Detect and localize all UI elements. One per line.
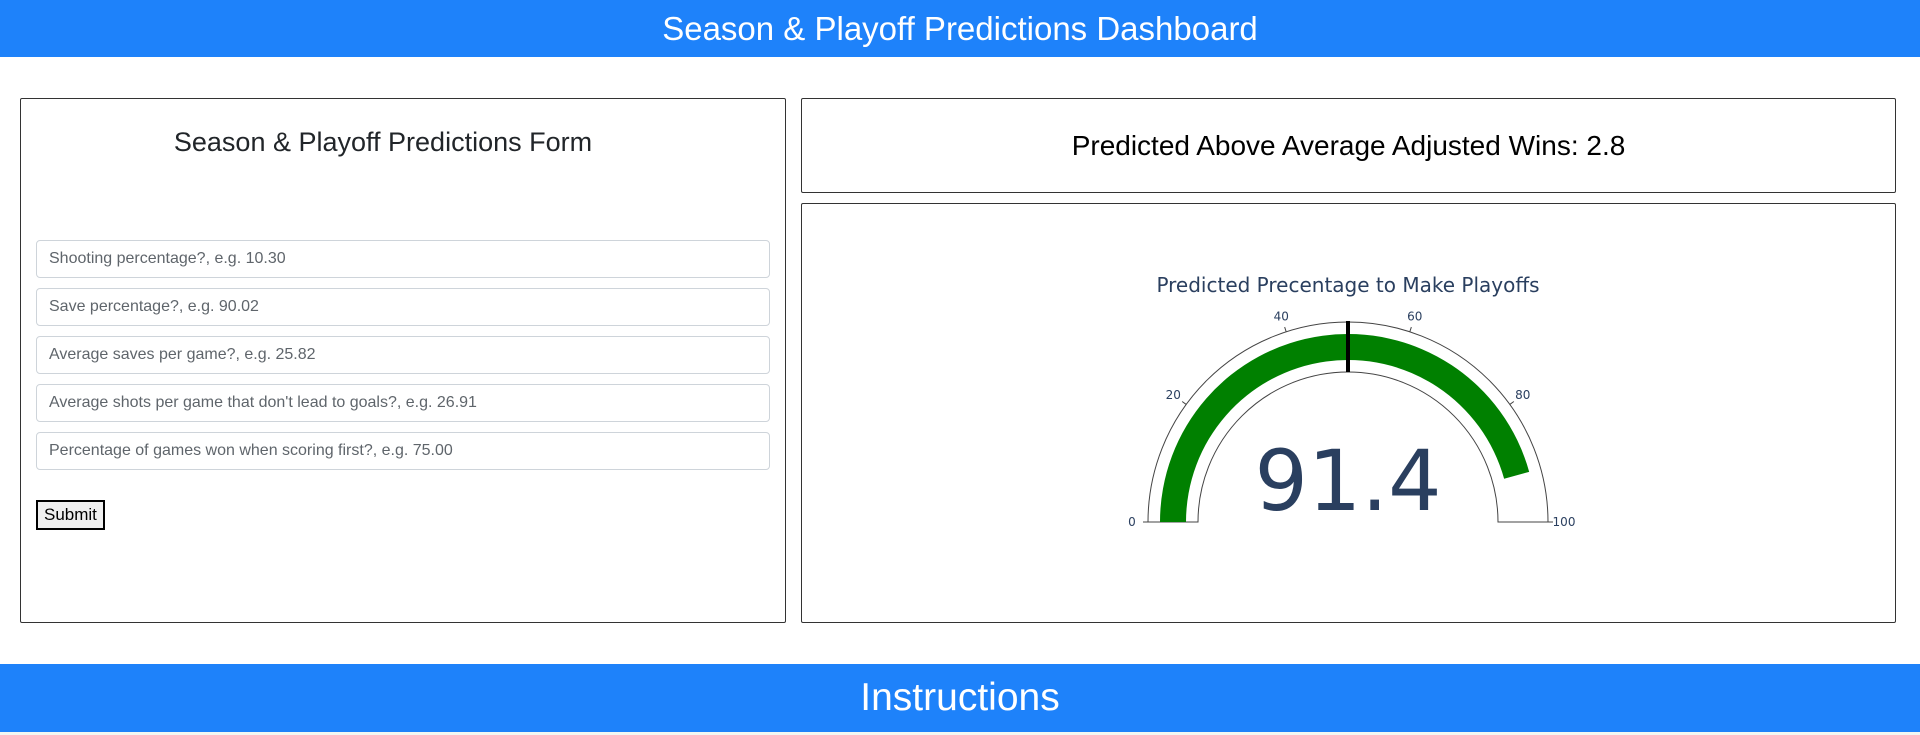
gauge-tick-label: 40 <box>1274 310 1289 324</box>
gauge-layer: 0 20 40 60 80 100 <box>1128 310 1575 529</box>
instructions-body <box>0 732 1920 735</box>
form-inputs <box>36 240 770 480</box>
dashboard-header: Season & Playoff Predictions Dashboard <box>0 0 1920 57</box>
gauge-tick-label: 100 <box>1553 515 1576 529</box>
gauge-tick-label: 60 <box>1407 310 1422 324</box>
average-shots-input[interactable] <box>36 384 770 422</box>
save-percentage-input[interactable] <box>36 288 770 326</box>
gauge-tick-label: 20 <box>1166 388 1181 402</box>
submit-button[interactable]: Submit <box>36 500 105 530</box>
playoff-gauge-chart: Predicted Precentage to Make Playoffs 0 2… <box>1128 273 1575 530</box>
gauge-tick <box>1181 401 1187 405</box>
gauge-tick <box>1409 326 1412 332</box>
gauge-tick <box>1509 401 1515 405</box>
gauge-tick-label: 0 <box>1128 515 1136 529</box>
shooting-percentage-input[interactable] <box>36 240 770 278</box>
gauge-value-bar <box>1160 334 1530 522</box>
form-title: Season & Playoff Predictions Form <box>173 127 593 157</box>
gauge-title: Predicted Precentage to Make Playoffs <box>1156 273 1539 297</box>
predicted-wins-panel: Predicted Above Average Adjusted Wins: 2… <box>801 98 1896 193</box>
gauge-tick-label: 80 <box>1515 388 1530 402</box>
gauge-value-number: 91.4 <box>1254 432 1441 530</box>
instructions-header: Instructions <box>0 664 1920 732</box>
playoff-gauge-panel: Predicted Precentage to Make Playoffs 0 2… <box>801 203 1896 623</box>
gauge-tick <box>1284 326 1287 332</box>
dashboard-title: Season & Playoff Predictions Dashboard <box>662 9 1258 47</box>
average-saves-input[interactable] <box>36 336 770 374</box>
instructions-title: Instructions <box>860 676 1060 719</box>
win-percentage-scoring-first-input[interactable] <box>36 432 770 470</box>
predicted-wins-text: Predicted Above Average Adjusted Wins: 2… <box>1071 129 1626 161</box>
